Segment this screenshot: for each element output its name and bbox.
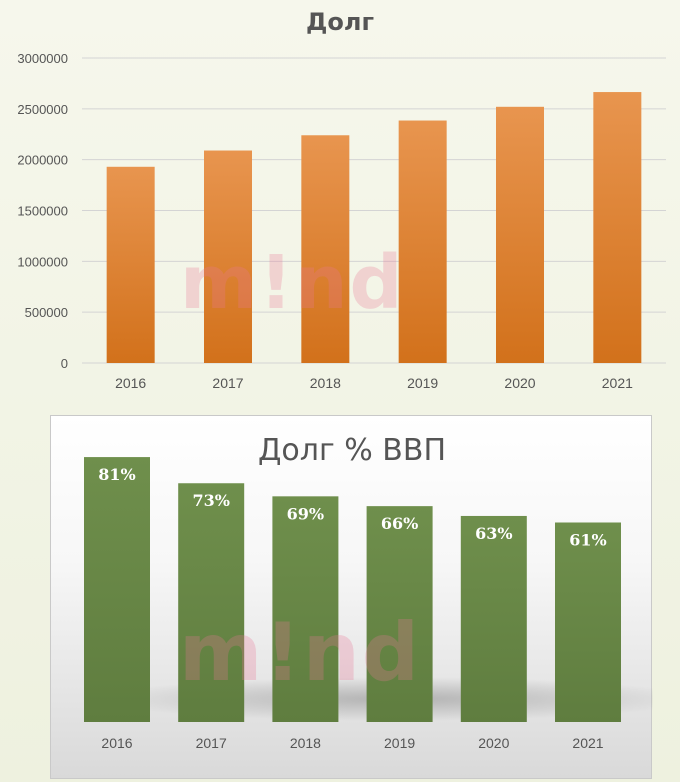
x-tick-label: 2020 bbox=[504, 375, 535, 391]
data-label: 69% bbox=[287, 504, 324, 523]
y-tick-label: 1500000 bbox=[17, 204, 68, 219]
y-tick-label: 3000000 bbox=[17, 51, 68, 66]
debt-gdp-chart-title: Долг % ВВП bbox=[258, 433, 446, 468]
data-label: 73% bbox=[192, 491, 229, 510]
debt-gdp-panel: Долг % ВВП 81% 73% 69% 66% 63% 61% 2016 2017 20… bbox=[50, 415, 653, 779]
debt-gdp-bar bbox=[555, 522, 621, 722]
y-tick-label: 0 bbox=[61, 356, 68, 371]
debt-bar bbox=[496, 106, 544, 364]
debt-chart-title: Долг bbox=[306, 8, 374, 36]
x-tick-label: 2019 bbox=[407, 375, 438, 391]
debt-gdp-chart: Долг % ВВП 81% 73% 69% 66% 63% 61% 2016 2017 20… bbox=[84, 433, 653, 751]
x-tick-label: 2020 bbox=[478, 735, 509, 751]
y-tick-label: 1000000 bbox=[17, 254, 68, 269]
x-tick-label: 2021 bbox=[602, 375, 633, 391]
x-tick-label: 2021 bbox=[572, 735, 603, 751]
debt-chart: Долг 0 500000 1000000 1500000 2000000 2500000… bbox=[17, 8, 666, 391]
x-tick-label: 2017 bbox=[196, 735, 227, 751]
debt-gdp-bar bbox=[178, 483, 245, 722]
debt-gdp-bar bbox=[460, 515, 527, 722]
y-tick-label: 2500000 bbox=[17, 102, 68, 117]
debt-bar bbox=[204, 150, 252, 363]
y-tick-label: 500000 bbox=[25, 305, 68, 320]
data-label: 63% bbox=[475, 524, 512, 543]
data-label: 66% bbox=[381, 514, 418, 533]
x-tick-label: 2019 bbox=[384, 735, 415, 751]
debt-gdp-bar bbox=[84, 457, 150, 722]
x-tick-label: 2018 bbox=[290, 735, 321, 751]
x-tick-label: 2018 bbox=[310, 375, 341, 391]
data-label: 61% bbox=[569, 530, 606, 549]
x-tick-label: 2016 bbox=[115, 375, 146, 391]
debt-bar bbox=[593, 92, 642, 363]
x-tick-label: 2016 bbox=[101, 735, 132, 751]
data-label: 81% bbox=[98, 465, 135, 484]
debt-bar bbox=[398, 120, 447, 364]
y-tick-label: 2000000 bbox=[17, 153, 68, 168]
debt-gdp-bar bbox=[366, 506, 433, 722]
x-tick-label: 2017 bbox=[212, 375, 243, 391]
debt-bar bbox=[106, 166, 155, 363]
debt-bar bbox=[301, 135, 350, 363]
debt-gdp-bar bbox=[272, 496, 339, 722]
